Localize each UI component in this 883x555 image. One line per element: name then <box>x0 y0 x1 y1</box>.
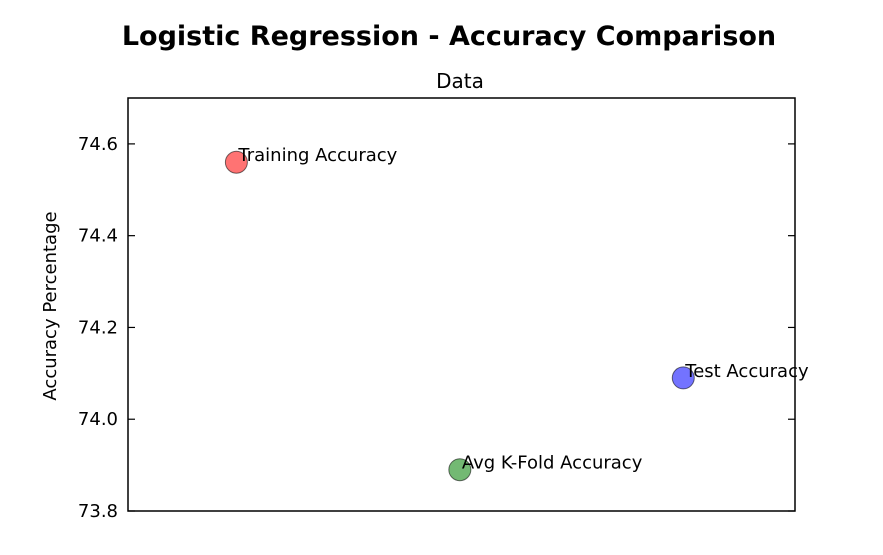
y-tick-label: 73.8 <box>78 501 118 522</box>
chart-suptitle: Logistic Regression - Accuracy Compariso… <box>122 21 776 52</box>
y-axis-ticks: 73.8 74.0 74.2 74.4 74.6 <box>78 134 795 522</box>
y-tick-label: 74.4 <box>78 226 118 247</box>
scatter-point <box>671 366 695 390</box>
scatter-point <box>224 150 248 174</box>
plot-area-frame <box>127 97 796 512</box>
y-tick-label: 74.6 <box>78 134 118 155</box>
point-label: Avg K-Fold Accuracy <box>462 453 643 474</box>
y-axis-label: Accuracy Percentage <box>40 211 61 400</box>
axes-title: Data <box>436 69 484 93</box>
point-label: Training Accuracy <box>237 145 397 166</box>
point-annotations: Training Accuracy Avg K-Fold Accuracy Test… <box>237 145 809 473</box>
point-label: Test Accuracy <box>684 361 809 382</box>
data-points <box>224 150 695 482</box>
y-tick-label: 74.0 <box>78 409 118 430</box>
y-tick-label: 74.2 <box>78 317 118 338</box>
scatter-point <box>448 458 472 482</box>
